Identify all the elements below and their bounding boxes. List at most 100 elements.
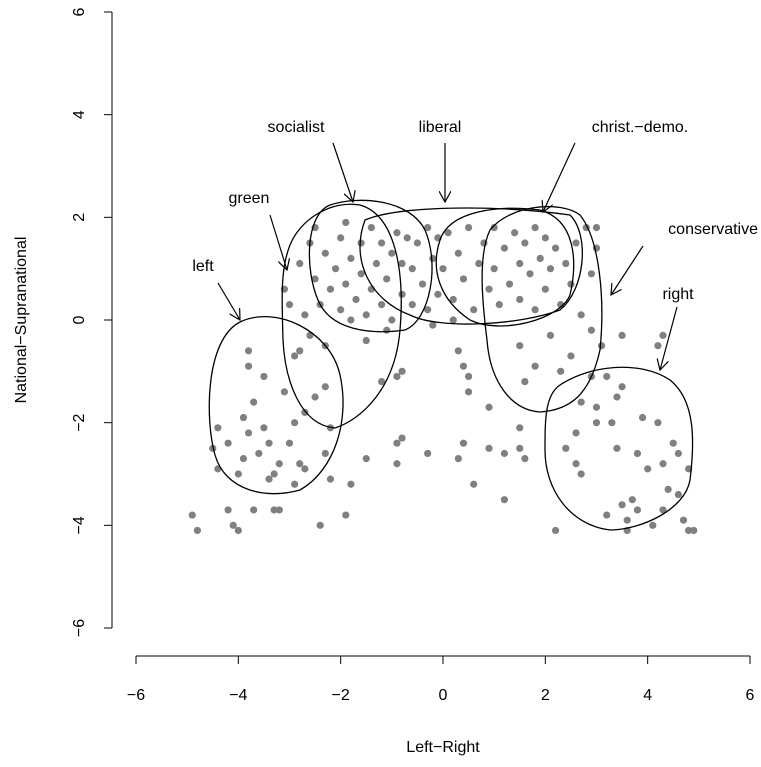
point — [500, 496, 508, 504]
point — [464, 388, 473, 396]
point — [587, 326, 595, 334]
point — [244, 362, 253, 370]
point — [342, 280, 350, 288]
point — [490, 224, 498, 232]
x-axis-title: Left−Right — [406, 739, 480, 756]
point — [347, 254, 355, 262]
y-tick-label: 0 — [71, 315, 88, 324]
contour-christ-demo — [435, 207, 575, 327]
point — [234, 470, 242, 478]
point — [331, 265, 340, 273]
point — [326, 285, 335, 293]
point — [598, 342, 606, 350]
point — [459, 439, 468, 447]
point — [311, 275, 319, 283]
point — [454, 455, 462, 463]
point — [362, 336, 370, 345]
point — [301, 465, 309, 473]
point — [291, 480, 299, 488]
point — [357, 239, 365, 247]
point — [383, 326, 391, 334]
annotation: socialist — [268, 119, 325, 136]
point — [372, 259, 381, 268]
point — [505, 280, 514, 288]
point — [296, 460, 304, 468]
point — [470, 480, 478, 488]
point — [679, 516, 688, 524]
point — [398, 367, 406, 375]
point — [562, 444, 570, 452]
point — [541, 285, 549, 293]
point — [562, 259, 570, 268]
arrow — [543, 142, 576, 212]
point — [577, 398, 585, 406]
point — [393, 439, 401, 447]
point — [485, 444, 493, 452]
point — [618, 331, 626, 339]
point — [285, 301, 294, 309]
point — [393, 229, 401, 237]
annotation: left — [192, 258, 214, 275]
point — [531, 224, 539, 232]
point — [464, 224, 473, 232]
point — [521, 239, 529, 247]
point — [444, 229, 452, 237]
point — [234, 526, 242, 535]
x-tick-label: 4 — [643, 687, 652, 704]
point — [265, 475, 273, 483]
point — [618, 501, 626, 509]
point — [285, 439, 294, 447]
point — [470, 306, 478, 314]
point — [449, 295, 457, 304]
point — [475, 259, 483, 268]
point — [557, 301, 565, 309]
point — [557, 367, 565, 375]
point — [362, 455, 370, 463]
point — [464, 372, 473, 381]
point — [633, 449, 642, 458]
point — [511, 229, 519, 237]
point — [347, 480, 355, 488]
point — [490, 265, 498, 273]
point — [567, 352, 575, 360]
point — [454, 347, 462, 355]
point — [301, 408, 309, 416]
point — [250, 506, 258, 514]
point — [618, 383, 626, 391]
point — [485, 285, 493, 293]
point — [551, 244, 560, 252]
y-tick-label: −2 — [71, 413, 88, 431]
point — [659, 331, 667, 339]
point — [572, 460, 580, 468]
point — [244, 429, 253, 437]
point — [500, 244, 508, 252]
point — [459, 362, 468, 370]
point — [649, 521, 657, 529]
point — [516, 444, 524, 452]
point — [521, 378, 529, 386]
point — [270, 470, 278, 478]
point — [239, 413, 248, 422]
point — [516, 295, 524, 304]
point — [388, 249, 396, 257]
point — [577, 470, 585, 478]
point — [603, 511, 611, 519]
annotation: right — [662, 286, 694, 303]
point — [224, 439, 232, 447]
x-tick-label: −4 — [229, 687, 247, 704]
point — [439, 265, 447, 273]
point — [362, 311, 370, 319]
point — [685, 465, 693, 473]
point — [275, 460, 283, 468]
point — [541, 234, 549, 242]
annotation: liberal — [419, 119, 462, 136]
y-tick-label: 2 — [71, 213, 88, 222]
point — [654, 419, 662, 427]
point — [485, 403, 493, 411]
annotation: christ.−demo. — [592, 119, 688, 136]
point — [551, 526, 560, 535]
point — [316, 521, 324, 529]
point — [674, 490, 682, 499]
point — [608, 419, 616, 427]
